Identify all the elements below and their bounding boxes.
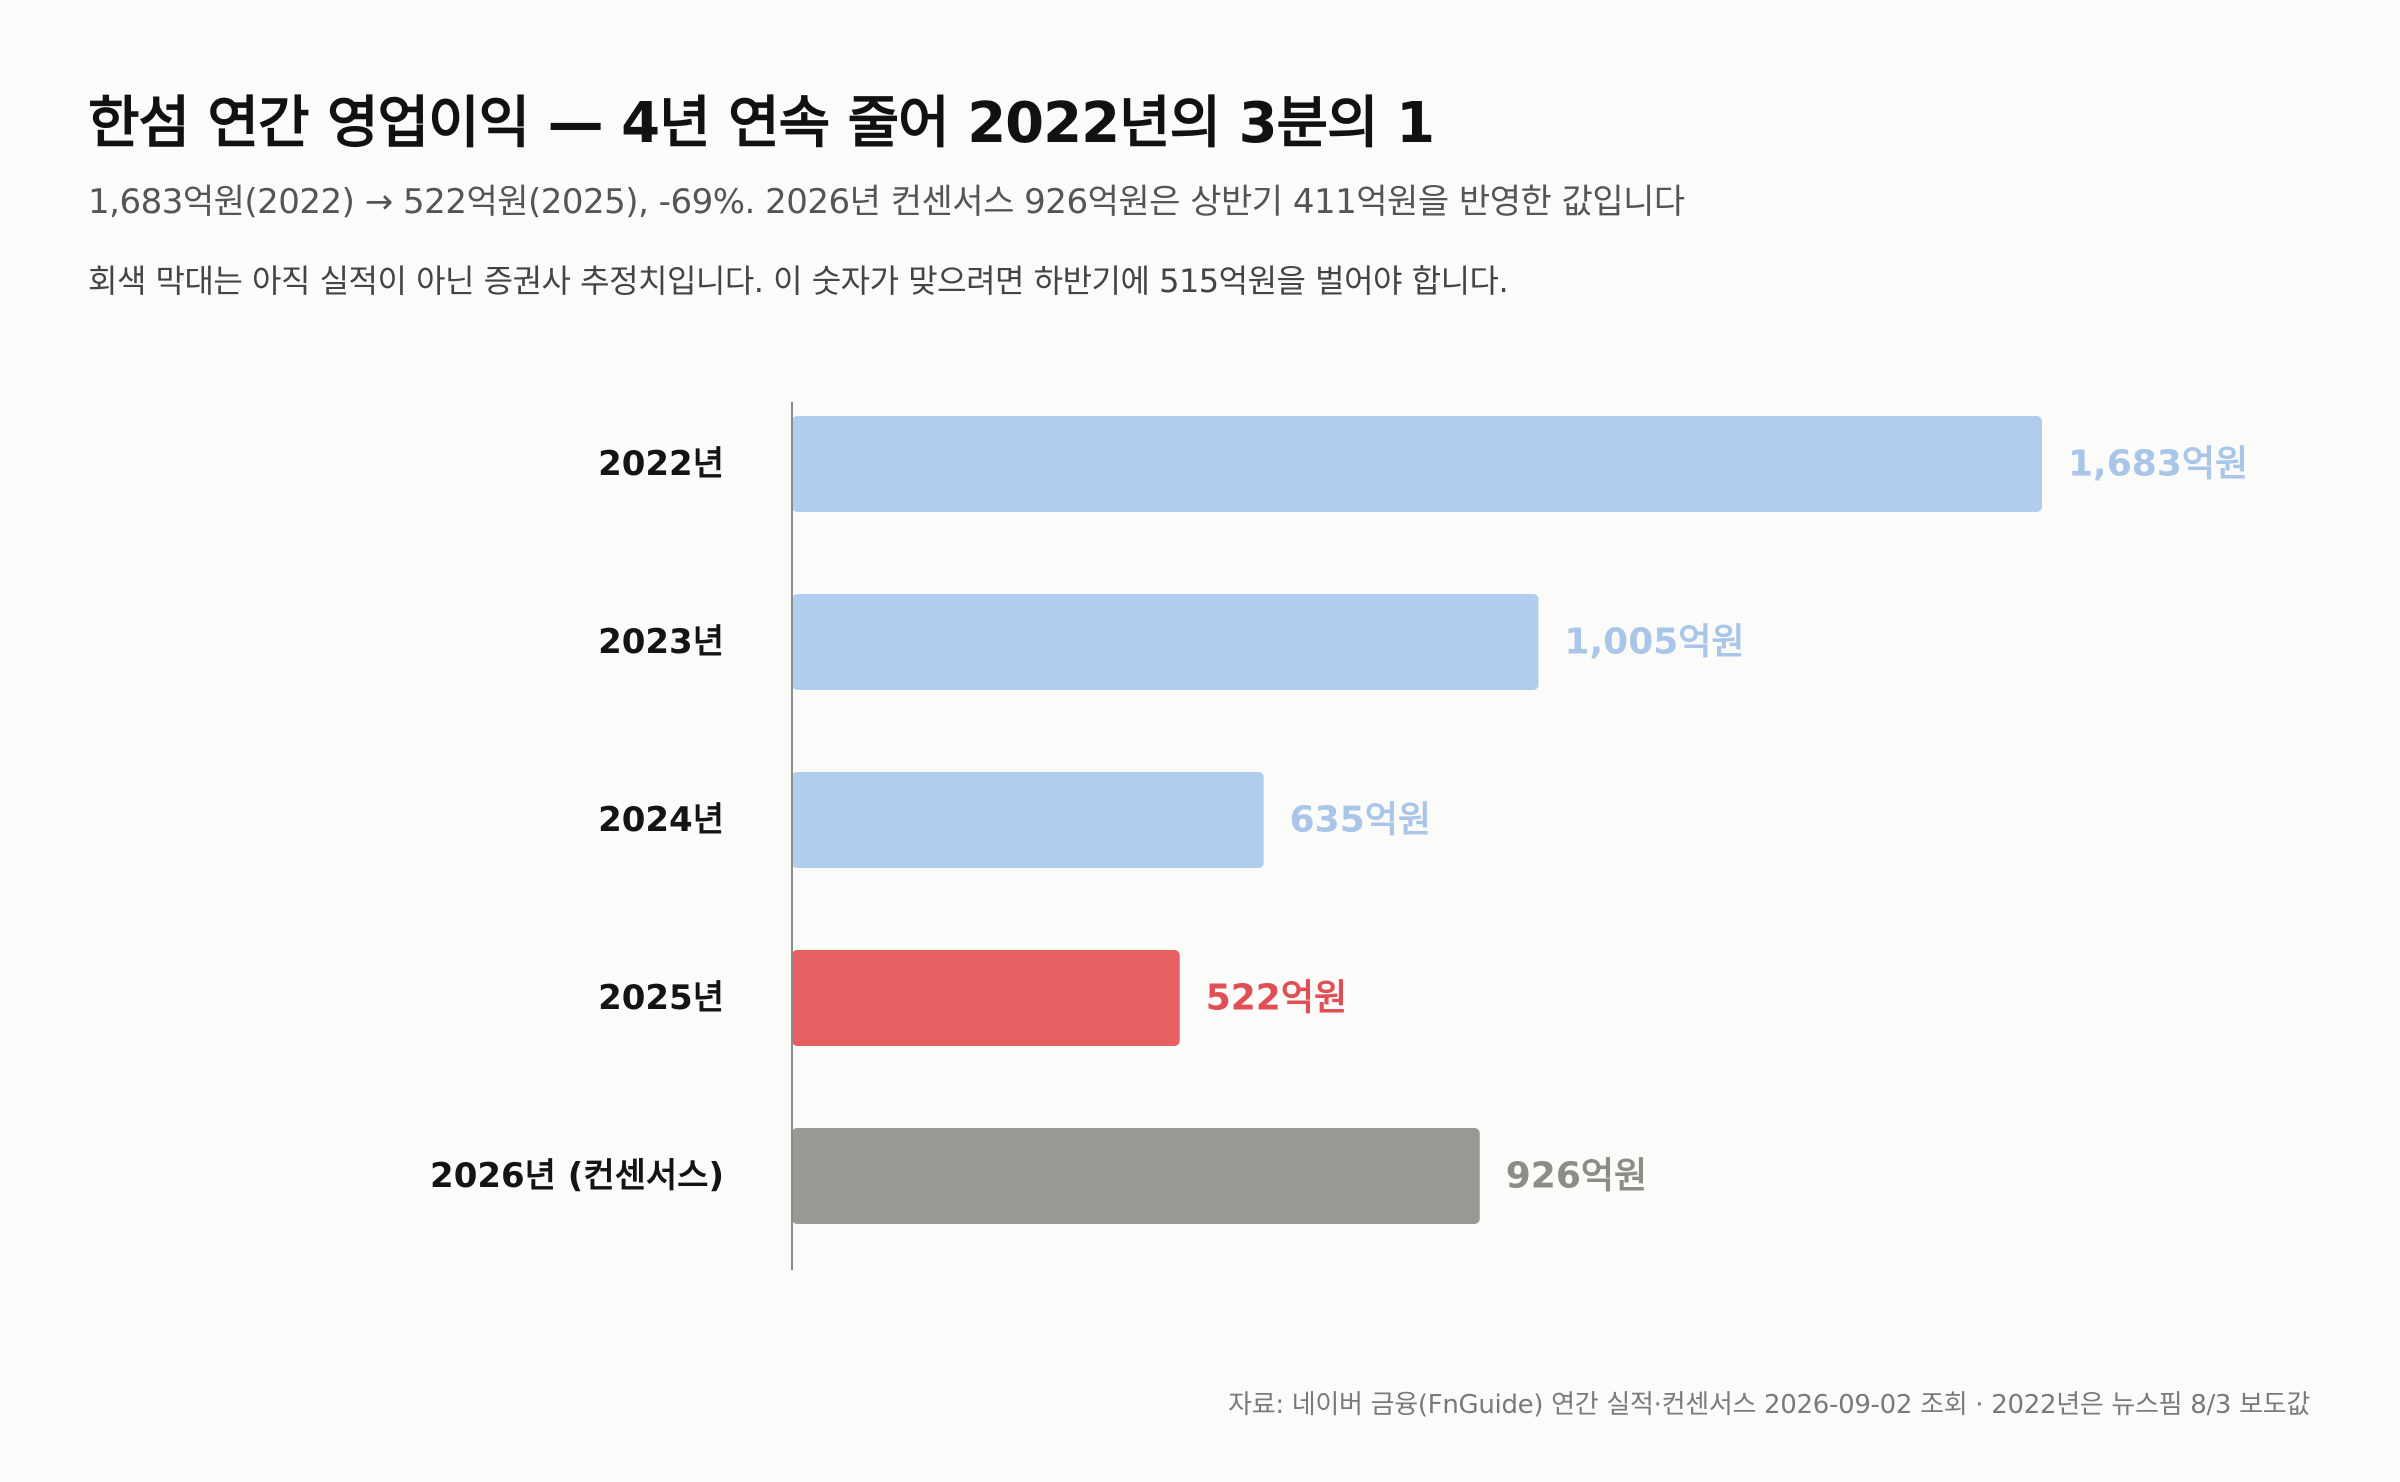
source-note: 자료: 네이버 금융(FnGuide) 연간 실적·컨센서스 2026-09-0… — [1228, 1390, 2310, 1420]
value-label-3: 522억원 — [1206, 978, 1347, 1019]
bar-1 — [792, 594, 1539, 690]
bar-4 — [792, 1128, 1480, 1224]
value-label-0: 1,683억원 — [2068, 444, 2248, 485]
bar-chart: 2022년 1,683억원 2023년 1,005억원 2024년 635억원 2025년 5… — [430, 402, 2248, 1270]
value-label-1: 1,005억원 — [1564, 622, 1744, 663]
chart-note: 회색 막대는 아직 실적이 아닌 증권사 추정치입니다. 이 숫자가 맞으려면 … — [88, 262, 1509, 300]
chart-subtitle: 1,683억원(2022) → 522억원(2025), -69%. 2026년… — [88, 182, 1685, 222]
value-label-4: 926억원 — [1506, 1156, 1647, 1197]
category-label-2: 2024년 — [598, 800, 724, 840]
category-label-0: 2022년 — [598, 444, 724, 484]
bar-2 — [792, 772, 1264, 868]
category-label-1: 2023년 — [598, 622, 724, 662]
chart-title: 한섬 연간 영업이익 — 4년 연속 줄어 2022년의 3분의 1 — [88, 91, 1435, 156]
bar-0 — [792, 416, 2042, 512]
category-label-3: 2025년 — [598, 978, 724, 1018]
bars-group: 2022년 1,683억원 2023년 1,005억원 2024년 635억원 2025년 5… — [430, 416, 2248, 1224]
bar-3 — [792, 950, 1180, 1046]
category-label-4: 2026년 (컨센서스) — [430, 1156, 724, 1196]
value-label-2: 635억원 — [1290, 800, 1431, 841]
